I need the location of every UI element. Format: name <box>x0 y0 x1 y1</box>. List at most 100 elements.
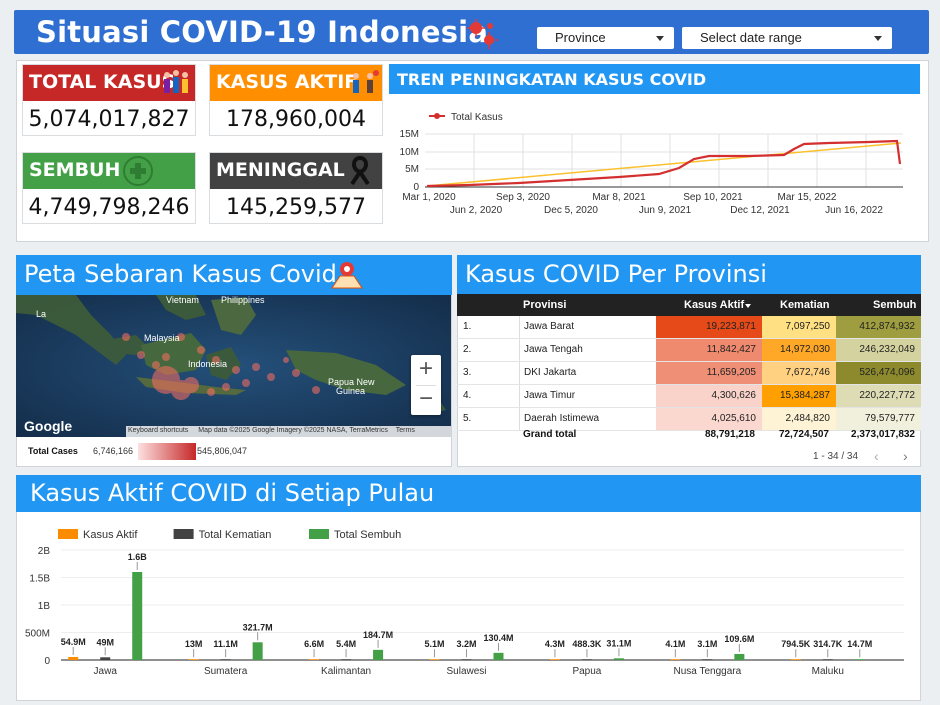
bar-value-label: 6.6M <box>304 639 324 649</box>
legend-swatch <box>309 529 329 539</box>
province-table-header: Provinsi Kasus Aktif Kematian Sembuh <box>457 294 921 316</box>
x-tick-label: Sulawesi <box>446 666 486 677</box>
keyboard-shortcuts-link[interactable]: Keyboard shortcuts <box>128 427 189 434</box>
bar-value-label: 31.1M <box>606 638 631 648</box>
bar-value-label: 794.5K <box>781 639 811 649</box>
row-sembuh: 246,232,049 <box>836 339 921 361</box>
province-dropdown[interactable]: Province <box>537 27 674 49</box>
map-view[interactable]: Vietnam Philippines Malaysia Indonesia P… <box>16 295 451 437</box>
grand-total-label: Grand total <box>523 429 577 440</box>
bar-value-label: 4.1M <box>665 639 685 649</box>
y-tick-label: 500M <box>25 629 50 640</box>
bar-value-label: 184.7M <box>363 630 393 640</box>
row-sembuh: 220,227,772 <box>836 385 921 407</box>
map-legend-gradient <box>138 443 196 460</box>
map-label-papua: Papua New <box>328 377 375 387</box>
island-chart-title: Kasus Aktif COVID di Setiap Pulau <box>16 475 921 512</box>
bar <box>68 656 79 660</box>
bar-value-label: 314.7K <box>813 639 843 649</box>
map-data-text: Map data ©2025 Google Imagery ©2025 NASA… <box>198 427 388 434</box>
zoom-out-button[interactable]: − <box>418 385 433 412</box>
trend-xtick: Dec 12, 2021 <box>730 205 790 216</box>
col-kasus-aktif[interactable]: Kasus Aktif <box>684 299 745 311</box>
col-provinsi[interactable]: Provinsi <box>523 299 567 311</box>
trend-ytick: 10M <box>400 147 419 158</box>
trend-xtick: Mar 15, 2022 <box>778 192 837 203</box>
row-province: Jawa Timur <box>519 385 655 407</box>
patients-icon <box>353 70 379 93</box>
trend-xtick: Sep 10, 2021 <box>683 192 743 203</box>
map-label-malaysia: Malaysia <box>144 333 180 343</box>
map-label-la: La <box>36 309 46 319</box>
bar <box>188 659 199 660</box>
map-title: Peta Sebaran Kasus Covid <box>16 255 452 295</box>
people-icon <box>164 70 188 93</box>
col-sembuh[interactable]: Sembuh <box>873 299 917 311</box>
row-aktif: 19,223,871 <box>656 316 762 338</box>
bar <box>581 659 592 660</box>
bar <box>822 659 833 660</box>
trend-xtick: Dec 5, 2020 <box>544 205 598 216</box>
trend-xtick: Jun 2, 2020 <box>450 205 503 216</box>
bar <box>549 659 560 660</box>
table-row[interactable]: 4. Jawa Timur 4,300,626 15,384,287 220,227,7… <box>457 385 921 408</box>
row-kematian: 7,097,250 <box>762 316 836 338</box>
total-kasus-value: 5,074,017,827 <box>28 107 190 132</box>
legend-label: Total Kematian <box>199 529 272 541</box>
table-row[interactable]: 3. DKI Jakarta 11,659,205 7,672,746 526,474,… <box>457 362 921 385</box>
trend-ytick: 5M <box>405 164 419 175</box>
row-province: Daerah Istimewa <box>519 408 655 430</box>
meninggal-value: 145,259,577 <box>226 195 366 220</box>
row-kematian: 7,672,746 <box>762 362 836 384</box>
zoom-control: + − <box>411 355 441 415</box>
bar-value-label: 130.4M <box>483 633 513 643</box>
zoom-in-button[interactable]: + <box>418 355 433 382</box>
x-tick-label: Nusa Tenggara <box>674 666 742 677</box>
bar <box>702 659 713 660</box>
kasus-aktif-card: KASUS AKTIF 178,960,004 <box>209 64 383 136</box>
map-attribution: Keyboard shortcuts Map data ©2025 Google… <box>126 426 451 437</box>
table-row[interactable]: 2. Jawa Tengah 11,842,427 14,972,030 246,232… <box>457 339 921 362</box>
col-kematian[interactable]: Kematian <box>780 299 830 311</box>
trend-xtick: Mar 1, 2020 <box>402 192 456 203</box>
date-range-dropdown[interactable]: Select date range <box>682 27 892 49</box>
row-aktif: 4,025,610 <box>656 408 762 430</box>
bar-value-label: 49M <box>96 637 114 647</box>
next-page-icon[interactable]: › <box>903 448 908 464</box>
x-tick-label: Jawa <box>94 666 118 677</box>
google-logo: Google <box>24 418 72 434</box>
date-range-label: Select date range <box>700 30 802 45</box>
table-row[interactable]: 1. Jawa Barat 19,223,871 7,097,250 412,874,9… <box>457 316 921 339</box>
trend-line <box>426 142 902 187</box>
row-province: Jawa Tengah <box>519 339 655 361</box>
meninggal-card: MENINGGAL 145,259,577 <box>209 152 383 224</box>
row-province: DKI Jakarta <box>519 362 655 384</box>
map-legend-label: Total Cases <box>28 446 78 456</box>
trend-title: TREN PENINGKATAN KASUS COVID <box>389 64 920 94</box>
trend-xtick: Mar 8, 2021 <box>592 192 646 203</box>
map-label-vietnam: Vietnam <box>166 295 199 305</box>
row-sembuh: 412,874,932 <box>836 316 921 338</box>
bar-value-label: 54.9M <box>61 637 86 647</box>
terms-link[interactable]: Terms <box>395 427 415 434</box>
grand-total-sembuh: 2,373,017,832 <box>851 429 915 440</box>
total-kasus-line <box>426 139 902 188</box>
legend-swatch <box>173 529 194 539</box>
row-aktif: 11,659,205 <box>656 362 762 384</box>
virus-icon <box>467 19 498 49</box>
bar <box>854 659 865 660</box>
bar-value-label: 1.6B <box>128 552 148 562</box>
table-row[interactable]: 5. Daerah Istimewa 4,025,610 2,484,820 79,57… <box>457 408 921 431</box>
x-tick-label: Papua <box>572 666 601 677</box>
bar-value-label: 109.6M <box>724 634 754 644</box>
row-kematian: 2,484,820 <box>762 408 836 430</box>
prev-page-icon[interactable]: ‹ <box>874 448 879 464</box>
sort-desc-icon <box>745 304 751 308</box>
bar <box>100 657 111 660</box>
x-tick-label: Sumatera <box>204 666 248 677</box>
map-svg: Vietnam Philippines Malaysia Indonesia P… <box>16 295 451 437</box>
bar <box>613 658 624 660</box>
trend-chart-svg: Total Kasus 15M 10M 5M 0 Mar 1, 2020 Sep… <box>400 112 903 216</box>
trend-ytick: 0 <box>413 182 419 193</box>
island-bar-chart: Kasus Aktif Total Kematian Total Sembuh 2B… <box>25 529 904 677</box>
